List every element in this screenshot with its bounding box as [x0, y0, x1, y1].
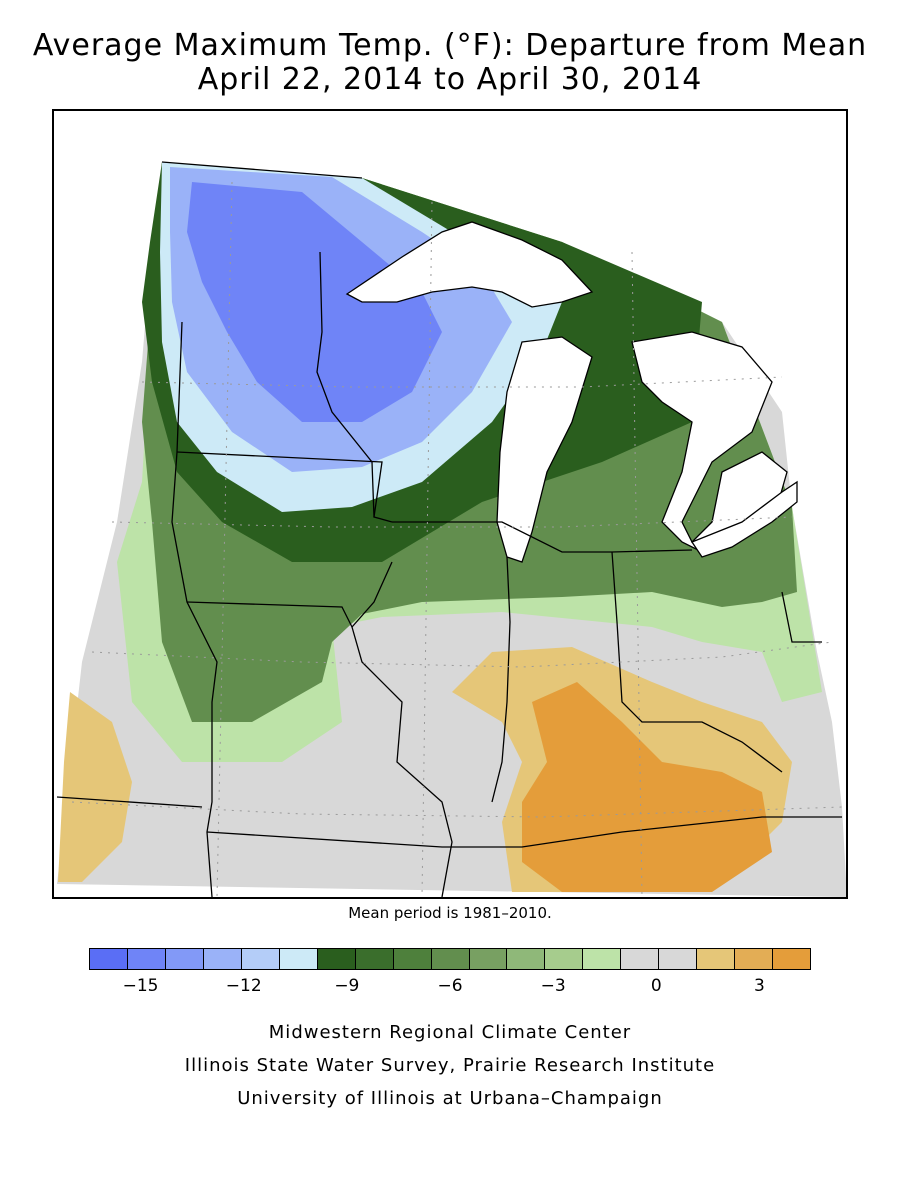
- lake-erie: [691, 480, 798, 558]
- legend-swatch: [355, 949, 394, 969]
- legend-swatch: [697, 949, 736, 969]
- legend-swatch: [90, 949, 128, 969]
- legend-swatch: [583, 949, 622, 969]
- lake-michigan: [496, 336, 593, 563]
- legend-swatch: [279, 949, 318, 969]
- legend-swatch: [165, 949, 204, 969]
- legend-tick-label: 0: [650, 976, 662, 996]
- lat-lon-grid: [71, 181, 843, 897]
- credit-isws: Illinois State Water Survey, Prairie Res…: [184, 1055, 716, 1076]
- lake-superior: [345, 221, 594, 308]
- state-borders: [56, 161, 842, 897]
- map-band-warm: [522, 682, 772, 892]
- credit-uiuc: University of Illinois at Urbana–Champai…: [237, 1088, 663, 1109]
- legend-swatch: [621, 949, 660, 969]
- legend-swatch: [507, 949, 546, 969]
- map-band-cold-strong: [187, 182, 442, 422]
- legend-swatch: [317, 949, 356, 969]
- legend-tick-label: −3: [540, 976, 566, 996]
- legend-tick-labels: −15 −12 −9 −6 −3 0 3: [0, 976, 900, 1000]
- legend-swatch: [393, 949, 432, 969]
- map-title: Average Maximum Temp. (°F): Departure fr…: [32, 28, 868, 63]
- lake-huron: [631, 331, 788, 553]
- map-band-warm-west: [58, 692, 132, 882]
- legend-swatch: [127, 949, 166, 969]
- credit-mrcc: Midwestern Regional Climate Center: [268, 1022, 632, 1043]
- map: [56, 161, 846, 897]
- color-legend-bar: [89, 948, 811, 970]
- map-frame: [52, 109, 848, 899]
- legend-tick-label: −15: [122, 976, 159, 996]
- legend-swatch: [241, 949, 280, 969]
- legend-swatch: [773, 949, 811, 969]
- legend-swatch: [203, 949, 242, 969]
- mean-period-note: Mean period is 1981–2010.: [348, 904, 552, 922]
- legend-swatch: [545, 949, 584, 969]
- legend-tick-label: −9: [334, 976, 360, 996]
- legend-swatch: [735, 949, 774, 969]
- legend-tick-label: −6: [437, 976, 463, 996]
- map-date-range: April 22, 2014 to April 30, 2014: [197, 62, 703, 97]
- legend-swatch: [659, 949, 698, 969]
- legend-swatch: [431, 949, 470, 969]
- legend-swatch: [469, 949, 508, 969]
- legend-tick-label: 3: [754, 976, 765, 996]
- legend-tick-label: −12: [225, 976, 262, 996]
